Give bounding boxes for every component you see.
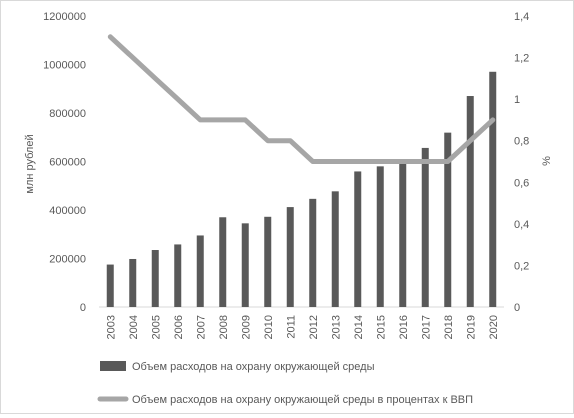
x-tick-label: 2008: [218, 315, 230, 339]
x-tick-label: 2019: [465, 315, 477, 339]
y-tick-label: 800000: [49, 108, 86, 120]
y-tick-label: 0: [80, 302, 86, 314]
x-tick-label: 2017: [420, 315, 432, 339]
legend-label-line: Объем расходов на охрану окружающей сред…: [132, 394, 473, 406]
x-axis-ticks: 2003 2004 2005 2006 2007 2008 2009 2010 2011 2012…: [105, 315, 500, 339]
x-tick-label: 2009: [240, 315, 252, 339]
bar: [466, 96, 474, 308]
bar-series: [106, 71, 497, 308]
right-axis-ticks: 0 0,2 0,4 0,6 0,8 1 1,2 1,4: [514, 11, 529, 314]
y-axis-label: млн рублей: [24, 134, 36, 193]
x-tick-label: 2005: [150, 315, 162, 339]
y2-tick-label: 0,8: [514, 136, 529, 148]
bar: [219, 217, 227, 307]
y-tick-label: 400000: [49, 205, 86, 217]
x-tick-label: 2018: [443, 315, 455, 339]
y2-tick-label: 0,6: [514, 177, 529, 189]
y-tick-label: 600000: [49, 157, 86, 169]
x-tick-label: 2003: [105, 315, 117, 339]
x-tick-label: 2016: [398, 315, 410, 339]
x-tick-label: 2014: [353, 315, 365, 339]
y2-tick-label: 0,2: [514, 260, 529, 272]
x-tick-label: 2007: [195, 315, 207, 339]
bar: [106, 264, 114, 307]
bar: [151, 250, 159, 307]
bar: [286, 207, 294, 307]
bar: [196, 235, 204, 307]
bar: [241, 223, 249, 307]
bar: [489, 71, 497, 308]
bar: [444, 132, 452, 307]
x-tick-label: 2013: [330, 315, 342, 339]
y2-axis-label: %: [541, 156, 553, 166]
y-tick-label: 1200000: [43, 11, 86, 23]
bar: [129, 258, 137, 307]
x-tick-label: 2010: [263, 315, 275, 339]
y-tick-label: 1000000: [43, 60, 86, 72]
legend-label-bar: Объем расходов на охрану окружающей сред…: [132, 361, 375, 373]
bar: [399, 163, 407, 307]
x-tick-label: 2011: [285, 315, 297, 339]
x-tick-label: 2004: [128, 315, 140, 339]
bar: [264, 216, 272, 307]
bar: [309, 198, 317, 307]
x-tick-label: 2015: [375, 315, 387, 339]
x-tick-label: 2020: [488, 315, 500, 339]
y-tick-label: 200000: [49, 254, 86, 266]
y2-tick-label: 1,4: [514, 11, 529, 23]
bar: [354, 171, 362, 307]
bar: [376, 166, 384, 307]
bar: [331, 191, 339, 307]
bar: [421, 147, 429, 307]
x-tick-label: 2012: [308, 315, 320, 339]
y2-tick-label: 0,4: [514, 219, 529, 231]
y2-tick-label: 1,2: [514, 53, 529, 65]
y2-tick-label: 1: [514, 94, 520, 106]
line-series-gdp-share: [107, 34, 496, 164]
bar: [174, 244, 182, 307]
legend: Объем расходов на охрану окружающей сред…: [97, 361, 473, 406]
legend-swatch-bar: [100, 361, 126, 371]
x-tick-label: 2006: [173, 315, 185, 339]
y2-tick-label: 0: [514, 302, 520, 314]
left-axis-ticks: 0 200000 400000 600000 800000 1000000 1200000: [43, 11, 86, 314]
